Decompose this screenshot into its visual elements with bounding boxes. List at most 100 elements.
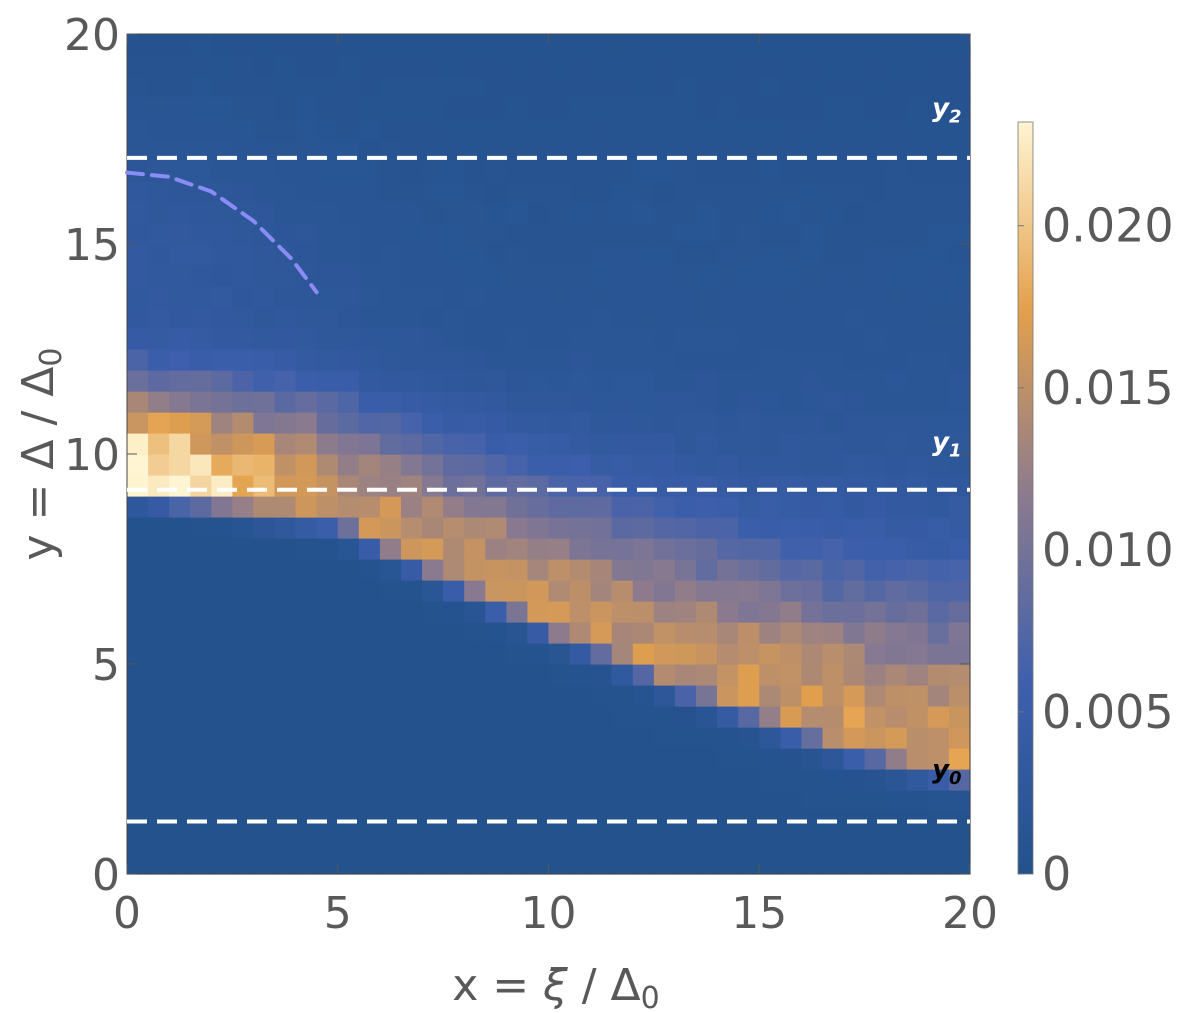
heatmap-cell [253,622,276,644]
heatmap-cell [759,748,781,770]
heatmap-cell [464,202,486,224]
heatmap-cell [738,580,760,602]
heatmap-cell [906,76,929,98]
heatmap-cell [885,433,908,455]
heatmap-cell [527,601,550,623]
heatmap-cell [127,349,149,371]
heatmap-cell [274,853,297,875]
heatmap-cell [738,706,760,728]
heatmap-cell [443,622,465,644]
heatmap-cell [780,580,802,602]
heatmap-cell [927,790,950,812]
heatmap-cell [948,643,971,665]
heatmap-cell [843,748,866,770]
heatmap-cell [906,748,929,770]
heatmap-cell [211,706,233,728]
heatmap-cell [316,160,339,182]
heatmap-cell [127,685,149,707]
heatmap-cell [653,223,676,245]
heatmap-cell [569,748,592,770]
heatmap-cell [674,244,697,266]
heatmap-cell [506,580,529,602]
heatmap-cell [822,517,845,539]
heatmap-cell [885,706,908,728]
heatmap-cell [590,433,613,455]
heatmap-cell [148,370,170,392]
heatmap-cell [190,391,212,413]
heatmap-cell [232,244,255,266]
heatmap-cell [653,496,676,518]
heatmap-cell [274,412,297,434]
heatmap-cell [232,160,255,182]
heatmap-cell [948,76,971,98]
heatmap-cell [759,391,781,413]
heatmap-cell [527,349,550,371]
heatmap-cell [316,433,339,455]
heatmap-cell [822,34,845,56]
heatmap-cell [696,769,718,791]
heatmap-cell [127,265,149,287]
heatmap-cell [211,454,233,476]
heatmap-cell [927,391,950,413]
heatmap-cell [485,97,507,119]
heatmap-cell [696,706,718,728]
heatmap-cell [316,118,339,140]
heatmap-cell [527,307,550,329]
heatmap-cell [611,475,634,497]
heatmap-cell [253,853,276,875]
heatmap-cell [400,34,423,56]
heatmap-cell [548,286,571,308]
heatmap-cell [674,118,697,140]
heatmap-cell [485,706,507,728]
heatmap-cell [190,328,212,350]
heatmap-cell [717,475,739,497]
heatmap-cell [295,181,318,203]
heatmap-cell [211,328,233,350]
heatmap-cell [400,454,423,476]
heatmap-cell [717,244,739,266]
heatmap-cell [906,664,929,686]
heatmap-cell [927,160,950,182]
heatmap-cell [295,223,318,245]
heatmap-cell [506,475,529,497]
heatmap-cell [906,391,929,413]
heatmap-cell [148,685,170,707]
heatmap-cell [717,853,739,875]
heatmap-cell [927,202,950,224]
heatmap-cell [759,412,781,434]
heatmap-cell [295,475,318,497]
heatmap-cell [316,34,339,56]
heatmap-cell [506,496,529,518]
heatmap-cell [906,349,929,371]
heatmap-cell [443,139,465,161]
heatmap-cell [738,601,760,623]
heatmap-cell [674,580,697,602]
heatmap-cell [738,433,760,455]
heatmap-cell [190,748,212,770]
heatmap-cell [717,265,739,287]
heatmap-cell [400,55,423,77]
heatmap-cell [759,475,781,497]
heatmap-cell [316,790,339,812]
heatmap-cell [801,685,824,707]
heatmap-cell [274,370,297,392]
heatmap-cell [379,727,402,749]
heatmap-cell [843,265,866,287]
heatmap-cell [801,769,824,791]
heatmap-cell [569,769,592,791]
heatmap-cell [590,139,613,161]
heatmap-cell [527,454,550,476]
heatmap-cell [864,496,887,518]
heatmap-cell [801,223,824,245]
heatmap-cell [485,622,507,644]
heatmap-cell [443,223,465,245]
heatmap-cell [696,685,718,707]
heatmap-cell [400,769,423,791]
heatmap-cell [717,76,739,98]
heatmap-cell [759,727,781,749]
heatmap-cell [696,496,718,518]
heatmap-cell [274,349,297,371]
heatmap-cell [316,664,339,686]
heatmap-cell [485,265,507,287]
